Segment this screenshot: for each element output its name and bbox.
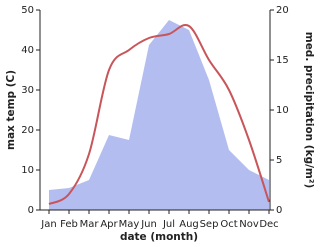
precipitation-area xyxy=(49,20,269,210)
y2-tick-label: 15 xyxy=(276,55,289,66)
y-tick-label: 50 xyxy=(21,5,34,16)
x-tick-label: Sep xyxy=(200,219,219,230)
y-tick-label: 30 xyxy=(21,85,34,96)
x-tick-label: Jun xyxy=(140,219,157,230)
y-tick-label: 10 xyxy=(21,165,34,176)
y-tick-label: 0 xyxy=(28,205,34,216)
y-tick-label: 20 xyxy=(21,125,34,136)
y2-axis-label: med. precipitation (kg/m²) xyxy=(303,32,315,189)
y2-tick-label: 0 xyxy=(276,205,282,216)
x-tick-label: Feb xyxy=(60,219,78,230)
y2-tick-label: 5 xyxy=(276,155,282,166)
x-tick-label: Apr xyxy=(100,219,118,230)
x-tick-label: Nov xyxy=(239,219,259,230)
x-tick-label: Jan xyxy=(40,219,56,230)
x-tick-label: Jul xyxy=(162,219,175,230)
y2-tick-label: 10 xyxy=(276,105,289,116)
y-tick-label: 40 xyxy=(21,45,34,56)
y2-tick-label: 20 xyxy=(276,5,289,16)
x-tick-label: Aug xyxy=(179,219,199,230)
x-tick-label: May xyxy=(119,219,140,230)
x-axis-label: date (month) xyxy=(120,231,198,243)
x-tick-label: Dec xyxy=(259,219,278,230)
x-tick-label: Mar xyxy=(80,219,100,230)
x-tick-label: Oct xyxy=(220,219,237,230)
y-axis-label: max temp (C) xyxy=(5,70,17,150)
temp-line xyxy=(48,24,270,205)
